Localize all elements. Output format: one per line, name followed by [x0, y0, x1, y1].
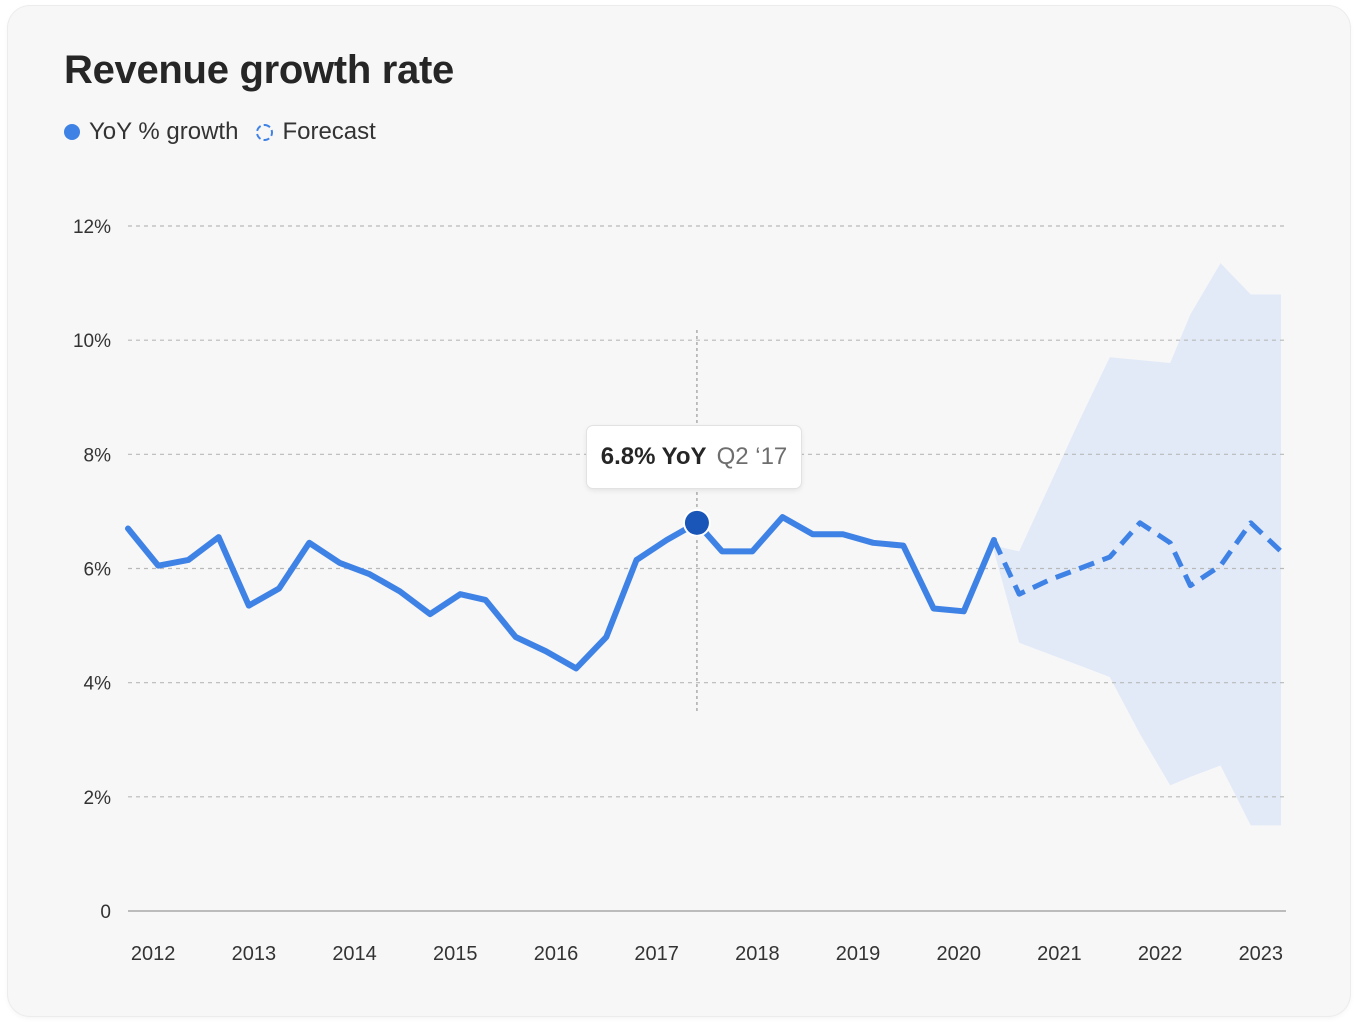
- x-tick-label: 2023: [1239, 943, 1284, 965]
- legend-label-yoy-growth: YoY % growth: [89, 118, 239, 145]
- x-tick-label: 2018: [735, 943, 780, 965]
- chart-title: Revenue growth rate: [64, 48, 454, 92]
- x-tick-label: 2013: [232, 943, 277, 965]
- chart-legend: YoY % growth Forecast: [64, 118, 394, 146]
- legend-item-yoy-growth[interactable]: YoY % growth: [64, 118, 238, 146]
- x-tick-label: 2022: [1138, 943, 1183, 965]
- y-tick-label: 8%: [84, 445, 112, 466]
- highlight-point[interactable]: [684, 510, 709, 535]
- tooltip-value: 6.8% YoY: [600, 443, 707, 470]
- solid-dot-icon: [64, 124, 80, 140]
- x-tick-label: 2015: [433, 943, 478, 965]
- tooltip-period: Q2 ‘17: [716, 443, 788, 470]
- y-tick-label: 4%: [84, 674, 112, 695]
- series-line-yoy-growth: [125, 514, 997, 672]
- dashed-circle-icon: [256, 123, 274, 141]
- chart-tooltip: 6.8% YoY Q2 ‘17: [587, 426, 801, 488]
- x-tick-label: 2020: [936, 943, 981, 965]
- y-tick-label: 6%: [84, 560, 112, 581]
- forecast-confidence-band: [993, 263, 1281, 826]
- legend-label-forecast: Forecast: [282, 118, 376, 145]
- y-tick-label: 10%: [73, 331, 111, 352]
- y-tick-label: 12%: [73, 217, 111, 238]
- legend-item-forecast[interactable]: Forecast: [256, 118, 376, 146]
- y-tick-label: 2%: [84, 788, 112, 809]
- x-tick-label: 2016: [534, 943, 579, 965]
- series-line-forecast: [991, 520, 1283, 597]
- x-tick-label: 2012: [131, 943, 176, 965]
- y-tick-label: 0: [100, 902, 111, 923]
- x-tick-label: 2019: [836, 943, 881, 965]
- x-tick-label: 2021: [1037, 943, 1082, 965]
- x-tick-label: 2014: [332, 943, 377, 965]
- x-tick-label: 2017: [634, 943, 679, 965]
